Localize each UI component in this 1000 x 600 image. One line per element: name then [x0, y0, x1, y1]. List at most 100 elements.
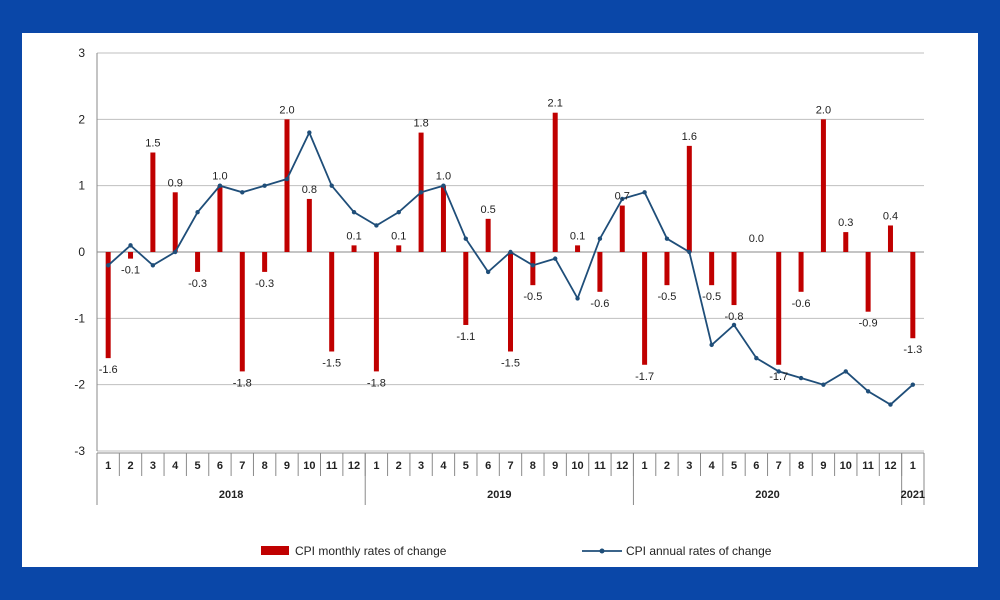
annual-point: [329, 183, 334, 188]
y-tick-label: -1: [74, 311, 85, 325]
legend-bar-swatch: [261, 546, 289, 555]
monthly-bar: [597, 252, 603, 292]
x-axis-categories: 1 2 3 4 5 6 7 8 9 10 11 12 1 2 3 4 5 6 7 8 9 10 11 12 1 2 3 4 5 6 7 8 9 1…: [96, 452, 925, 505]
monthly-bar: [172, 192, 178, 252]
bar-data-label: -0.8: [725, 311, 744, 323]
bar-data-label: -1.3: [903, 344, 922, 356]
monthly-bar: [575, 245, 581, 252]
monthly-bar: [105, 252, 111, 359]
monthly-bar: [195, 252, 201, 272]
bar-data-label: 2.0: [279, 104, 294, 116]
annual-point: [597, 236, 603, 241]
bar-data-label: -1.5: [501, 358, 520, 370]
monthly-bars: [105, 112, 916, 372]
bar-data-label: 2.1: [548, 98, 563, 110]
bar-data-label: 1.6: [682, 131, 697, 143]
bar-data-label: 1.8: [413, 118, 428, 130]
month-tick-label: 10: [303, 460, 315, 472]
annual-point: [888, 402, 893, 407]
bar-data-label: -0.5: [523, 291, 542, 303]
month-tick-label: 4: [709, 460, 716, 472]
bar-data-label: -0.9: [859, 318, 878, 330]
annual-point: [485, 269, 491, 275]
year-label: 2019: [487, 489, 511, 501]
month-tick-label: 2: [127, 460, 133, 472]
annual-point: [731, 322, 737, 328]
month-tick-label: 3: [686, 460, 692, 472]
y-tick-label: 2: [78, 112, 85, 126]
monthly-bar: [619, 205, 625, 252]
year-label: 2018: [219, 489, 243, 501]
bar-data-label: -1.7: [769, 371, 788, 383]
monthly-bar: [239, 252, 245, 372]
legend: CPI monthly rates of change CPI annual ra…: [261, 544, 772, 558]
bar-data-label: 0.1: [391, 230, 406, 242]
monthly-bar: [887, 225, 893, 252]
monthly-bar: [463, 252, 469, 325]
bar-data-label: 1.0: [436, 171, 451, 183]
monthly-bar: [776, 252, 782, 365]
month-tick-label: 7: [239, 460, 245, 472]
bar-data-label: -0.5: [657, 291, 676, 303]
month-tick-label: 3: [418, 460, 424, 472]
bar-data-label: 0.4: [883, 210, 898, 222]
month-tick-label: 8: [530, 460, 536, 472]
month-tick-label: 5: [463, 460, 469, 472]
monthly-bar: [686, 145, 692, 252]
annual-point: [195, 210, 200, 215]
annual-point: [910, 382, 916, 387]
monthly-bar: [642, 252, 648, 365]
monthly-bar: [396, 245, 402, 252]
bar-data-label: -0.6: [792, 298, 811, 310]
bar-data-label: 0.1: [570, 230, 585, 242]
monthly-bar: [910, 252, 916, 339]
monthly-bar: [150, 152, 156, 252]
annual-line: [105, 130, 916, 407]
annual-point: [374, 223, 379, 228]
y-tick-label: 1: [78, 179, 85, 193]
month-tick-label: 11: [594, 460, 606, 472]
annual-point: [508, 249, 513, 255]
year-label: 2020: [755, 489, 779, 501]
bar-data-label: 0.5: [481, 204, 496, 216]
month-tick-label: 7: [776, 460, 782, 472]
month-tick-label: 4: [440, 460, 447, 472]
month-tick-label: 12: [348, 460, 360, 472]
annual-point: [463, 236, 468, 241]
y-tick-label: 3: [78, 46, 85, 60]
month-tick-label: 4: [172, 460, 179, 472]
annual-point: [642, 190, 647, 195]
bar-data-label: -0.3: [188, 278, 207, 290]
bar-data-label: 0.3: [838, 217, 853, 229]
month-tick-label: 9: [820, 460, 826, 472]
monthly-bar: [284, 119, 290, 252]
monthly-bar: [798, 252, 804, 292]
legend-label-annual: CPI annual rates of change: [626, 544, 772, 558]
bar-data-label: 0.7: [615, 191, 630, 203]
annual-point: [418, 190, 424, 195]
bar-data-label: -1.5: [322, 358, 341, 370]
y-tick-label: -3: [74, 444, 85, 458]
month-tick-label: 1: [373, 460, 379, 472]
annual-point: [150, 263, 156, 268]
month-tick-label: 5: [195, 460, 201, 472]
month-tick-label: 9: [552, 460, 558, 472]
month-tick-label: 11: [326, 460, 338, 472]
month-tick-label: 6: [753, 460, 759, 472]
year-label: 2021: [901, 489, 925, 501]
bar-data-label: 0.8: [302, 184, 317, 196]
axes: 3 2 1 0 -1 -2 -3: [74, 46, 98, 458]
monthly-bar: [329, 252, 335, 352]
legend-line-marker: [599, 548, 605, 554]
month-tick-label: 5: [731, 460, 737, 472]
month-tick-label: 8: [262, 460, 268, 472]
month-tick-label: 7: [507, 460, 513, 472]
annual-point: [240, 190, 245, 195]
bar-data-label: -1.8: [233, 377, 252, 389]
month-tick-label: 9: [284, 460, 290, 472]
bar-data-label: 2.0: [816, 104, 831, 116]
annual-point: [754, 355, 759, 361]
month-tick-label: 3: [150, 460, 156, 472]
month-tick-label: 2: [396, 460, 402, 472]
